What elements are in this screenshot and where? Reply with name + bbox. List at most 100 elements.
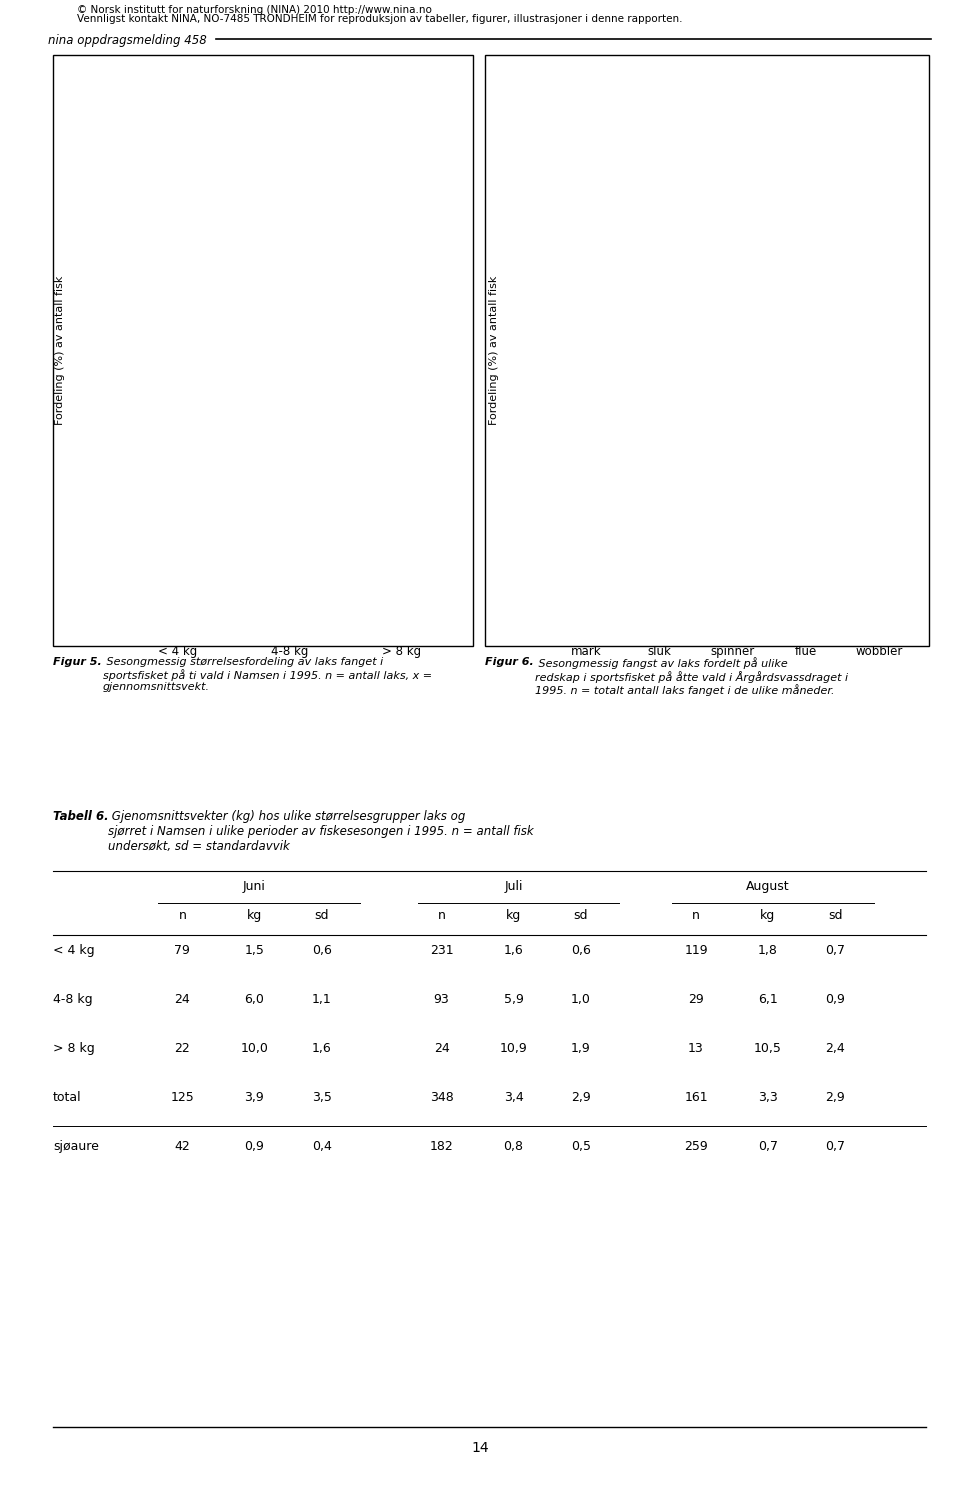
- Text: Juli: Juli: [894, 278, 916, 291]
- Text: August: August: [866, 489, 916, 501]
- Text: 24: 24: [434, 1042, 449, 1055]
- Text: 161: 161: [684, 1091, 708, 1104]
- Text: Juni: Juni: [889, 68, 916, 82]
- Text: n=348: n=348: [419, 302, 458, 314]
- Text: Vennligst kontakt NINA, NO-7485 TRONDHEIM for reproduksjon av tabeller, figurer,: Vennligst kontakt NINA, NO-7485 TRONDHEI…: [77, 13, 683, 24]
- Bar: [566, 111, 607, 215]
- Bar: [639, 401, 680, 426]
- Text: 0,7: 0,7: [758, 1140, 778, 1153]
- Text: 4-8 kg: 4-8 kg: [53, 993, 92, 1006]
- Text: 3,4: 3,4: [504, 1091, 523, 1104]
- Text: n: n: [692, 909, 700, 923]
- Text: 6,0: 6,0: [245, 993, 264, 1006]
- Text: x=3,9: x=3,9: [422, 113, 458, 126]
- Text: 79: 79: [175, 944, 190, 957]
- Bar: [258, 175, 321, 215]
- Text: 3,3: 3,3: [758, 1091, 778, 1104]
- Text: Juni: Juni: [243, 880, 266, 893]
- Bar: [859, 629, 900, 636]
- Text: 24: 24: [175, 993, 190, 1006]
- Text: 0,6: 0,6: [312, 944, 331, 957]
- Bar: [786, 522, 827, 636]
- Text: Sesongmessig fangst av laks fordelt på ulike
redskap i sportsfisket på åtte vald: Sesongmessig fangst av laks fordelt på u…: [535, 657, 848, 697]
- Text: 1,5: 1,5: [245, 944, 264, 957]
- Text: August: August: [408, 489, 458, 501]
- Text: > 8 kg: > 8 kg: [53, 1042, 94, 1055]
- Bar: [786, 77, 827, 215]
- Bar: [147, 281, 208, 426]
- Bar: [566, 285, 607, 426]
- Text: 0,6: 0,6: [571, 944, 590, 957]
- Text: 0,7: 0,7: [826, 944, 845, 957]
- Text: 125: 125: [171, 1091, 194, 1104]
- Text: 1,9: 1,9: [571, 1042, 590, 1055]
- Text: 2,9: 2,9: [826, 1091, 845, 1104]
- Text: 2,4: 2,4: [826, 1042, 845, 1055]
- Text: 93: 93: [434, 993, 449, 1006]
- Bar: [371, 410, 432, 426]
- Text: 10,5: 10,5: [754, 1042, 782, 1055]
- Bar: [147, 79, 208, 215]
- Text: x=3,4: x=3,4: [422, 322, 458, 336]
- Text: 0,9: 0,9: [826, 993, 845, 1006]
- Text: < 4 kg: < 4 kg: [53, 944, 94, 957]
- Text: nina oppdragsmelding 458: nina oppdragsmelding 458: [48, 34, 206, 48]
- Text: 14: 14: [471, 1441, 489, 1455]
- Text: n=161: n=161: [418, 511, 458, 525]
- Text: 1,0: 1,0: [571, 993, 590, 1006]
- Text: 5,9: 5,9: [504, 993, 523, 1006]
- Text: sjøaure: sjøaure: [53, 1140, 99, 1153]
- Text: 348: 348: [430, 1091, 453, 1104]
- Text: Fordeling (%) av antall fisk: Fordeling (%) av antall fisk: [56, 276, 65, 425]
- Text: 1,1: 1,1: [312, 993, 331, 1006]
- Text: kg: kg: [247, 909, 262, 923]
- Text: 3,9: 3,9: [245, 1091, 264, 1104]
- Bar: [371, 621, 432, 636]
- Text: Figur 6.: Figur 6.: [485, 657, 534, 667]
- Text: 2,9: 2,9: [571, 1091, 590, 1104]
- Text: sd: sd: [828, 909, 843, 923]
- Bar: [713, 583, 753, 636]
- Text: © Norsk institutt for naturforskning (NINA) 2010 http://www.nina.no: © Norsk institutt for naturforskning (NI…: [77, 6, 432, 15]
- Bar: [258, 367, 321, 426]
- Text: 3,5: 3,5: [312, 1091, 331, 1104]
- Text: 1,8: 1,8: [758, 944, 778, 957]
- Text: 1,6: 1,6: [312, 1042, 331, 1055]
- Text: sd: sd: [314, 909, 329, 923]
- Text: 0,4: 0,4: [312, 1140, 331, 1153]
- Text: 182: 182: [430, 1140, 453, 1153]
- Text: 42: 42: [175, 1140, 190, 1153]
- Bar: [859, 424, 900, 426]
- Text: 13: 13: [688, 1042, 704, 1055]
- Bar: [639, 211, 680, 215]
- Text: 0,7: 0,7: [826, 1140, 845, 1153]
- Text: 0,5: 0,5: [571, 1140, 590, 1153]
- Bar: [639, 556, 680, 636]
- Text: Tabell 6.: Tabell 6.: [53, 810, 108, 823]
- Text: 10,9: 10,9: [500, 1042, 527, 1055]
- Text: kg: kg: [506, 909, 521, 923]
- Text: Juli: Juli: [436, 278, 458, 291]
- Text: 10,0: 10,0: [240, 1042, 269, 1055]
- Text: 22: 22: [175, 1042, 190, 1055]
- Text: Fordeling (%) av antall fisk: Fordeling (%) av antall fisk: [490, 276, 499, 425]
- Text: Figur 5.: Figur 5.: [53, 657, 102, 667]
- Text: 0,8: 0,8: [504, 1140, 523, 1153]
- Text: n: n: [179, 909, 186, 923]
- Text: 119: 119: [684, 944, 708, 957]
- Bar: [713, 404, 753, 426]
- Text: 6,1: 6,1: [758, 993, 778, 1006]
- Text: 1,6: 1,6: [504, 944, 523, 957]
- Text: x=3,3: x=3,3: [422, 532, 458, 545]
- Text: August: August: [746, 880, 790, 893]
- Bar: [713, 214, 753, 215]
- Text: 259: 259: [684, 1140, 708, 1153]
- Text: 0,9: 0,9: [245, 1140, 264, 1153]
- Text: kg: kg: [760, 909, 776, 923]
- Text: sd: sd: [573, 909, 588, 923]
- Bar: [258, 600, 321, 636]
- Text: Juli: Juli: [504, 880, 523, 893]
- Text: n = 902: n = 902: [869, 91, 916, 104]
- Text: Juni: Juni: [431, 68, 458, 82]
- Bar: [786, 308, 827, 426]
